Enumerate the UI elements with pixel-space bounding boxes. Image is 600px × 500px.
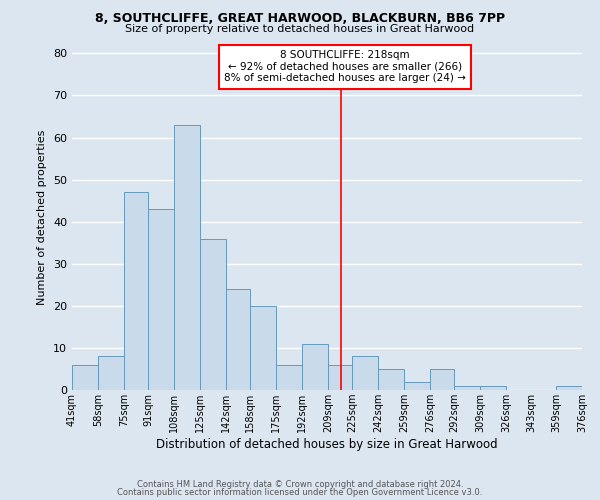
X-axis label: Distribution of detached houses by size in Great Harwood: Distribution of detached houses by size …: [156, 438, 498, 451]
Bar: [352, 356, 378, 390]
Bar: [226, 289, 250, 390]
Bar: [480, 386, 506, 390]
Bar: [124, 192, 148, 390]
Text: Contains HM Land Registry data © Crown copyright and database right 2024.: Contains HM Land Registry data © Crown c…: [137, 480, 463, 489]
Bar: [302, 344, 328, 390]
Bar: [174, 125, 200, 390]
Y-axis label: Number of detached properties: Number of detached properties: [37, 130, 47, 305]
Bar: [200, 238, 226, 390]
Text: Contains public sector information licensed under the Open Government Licence v3: Contains public sector information licen…: [118, 488, 482, 497]
Bar: [98, 356, 124, 390]
Text: 8 SOUTHCLIFFE: 218sqm
← 92% of detached houses are smaller (266)
8% of semi-deta: 8 SOUTHCLIFFE: 218sqm ← 92% of detached …: [224, 50, 466, 84]
Bar: [404, 382, 430, 390]
Bar: [148, 209, 174, 390]
Text: Size of property relative to detached houses in Great Harwood: Size of property relative to detached ho…: [125, 24, 475, 34]
Bar: [276, 365, 302, 390]
Bar: [454, 386, 480, 390]
Text: 8, SOUTHCLIFFE, GREAT HARWOOD, BLACKBURN, BB6 7PP: 8, SOUTHCLIFFE, GREAT HARWOOD, BLACKBURN…: [95, 12, 505, 26]
Bar: [250, 306, 276, 390]
Bar: [72, 365, 98, 390]
Bar: [430, 369, 454, 390]
Bar: [556, 386, 582, 390]
Bar: [328, 365, 352, 390]
Bar: [378, 369, 404, 390]
